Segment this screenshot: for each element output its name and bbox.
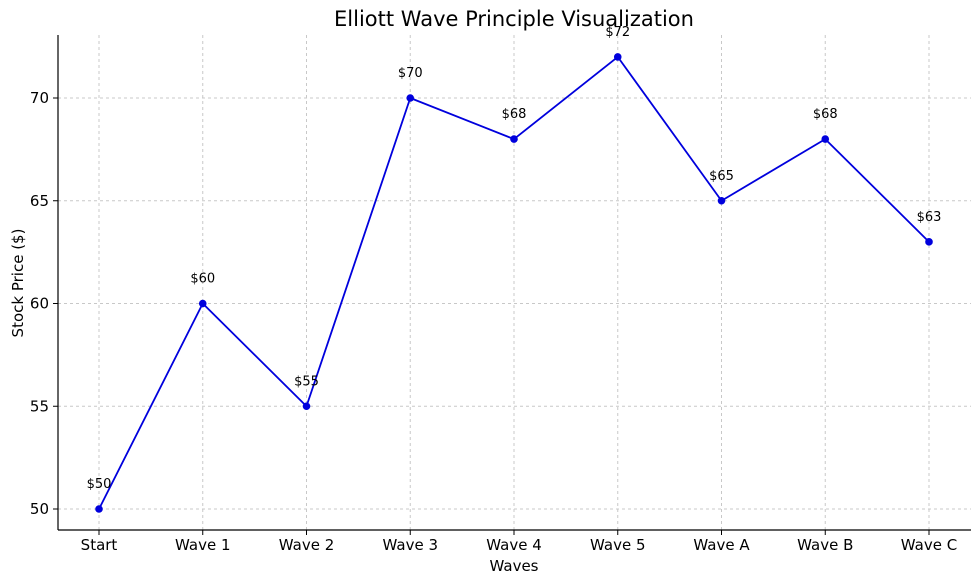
series-wave-price xyxy=(95,53,933,513)
data-point xyxy=(925,238,933,246)
y-tick-label: 55 xyxy=(30,397,49,415)
data-label: $68 xyxy=(502,107,527,122)
x-tick-label: Wave 2 xyxy=(279,536,334,554)
y-tick-label: 65 xyxy=(30,192,49,210)
x-tick-label: Start xyxy=(81,536,118,554)
data-point xyxy=(821,135,830,143)
x-tick-label: Wave B xyxy=(797,536,853,554)
data-label: $63 xyxy=(917,210,942,225)
y-tick-label: 70 xyxy=(30,89,49,107)
x-tick-label: Wave C xyxy=(901,536,957,554)
x-tick-label: Wave 4 xyxy=(486,536,541,554)
x-axis-label: Waves xyxy=(490,557,539,575)
y-axis-label: Stock Price ($) xyxy=(9,229,27,338)
data-point xyxy=(613,53,622,61)
data-point xyxy=(406,94,415,102)
grid xyxy=(58,35,971,530)
axes: Start Wave 1 Wave 2 Wave 3 Wave 4 Wave 5 Wave … xyxy=(30,35,971,554)
data-point xyxy=(302,402,311,411)
data-point xyxy=(510,135,518,143)
y-tick-label: 60 xyxy=(30,295,49,313)
data-label: $70 xyxy=(398,66,423,81)
data-label: $72 xyxy=(605,25,630,40)
data-label: $50 xyxy=(87,477,112,492)
data-label: $60 xyxy=(190,272,215,287)
chart-title: Elliott Wave Principle Visualization xyxy=(334,7,694,31)
y-tick-label: 50 xyxy=(30,500,49,518)
x-tick-label: Wave 5 xyxy=(590,536,645,554)
data-label: $65 xyxy=(709,169,734,184)
x-tick-label: Wave 3 xyxy=(383,536,438,554)
data-label: $55 xyxy=(294,374,319,389)
data-point xyxy=(717,196,726,205)
x-tick-label: Wave A xyxy=(693,536,750,554)
data-point xyxy=(95,505,103,513)
data-point xyxy=(198,299,207,308)
data-label: $68 xyxy=(813,107,838,122)
x-tick-label: Wave 1 xyxy=(175,536,230,554)
data-labels: $50 $60 $55 $70 $68 $72 $65 $68 $63 xyxy=(87,25,942,492)
